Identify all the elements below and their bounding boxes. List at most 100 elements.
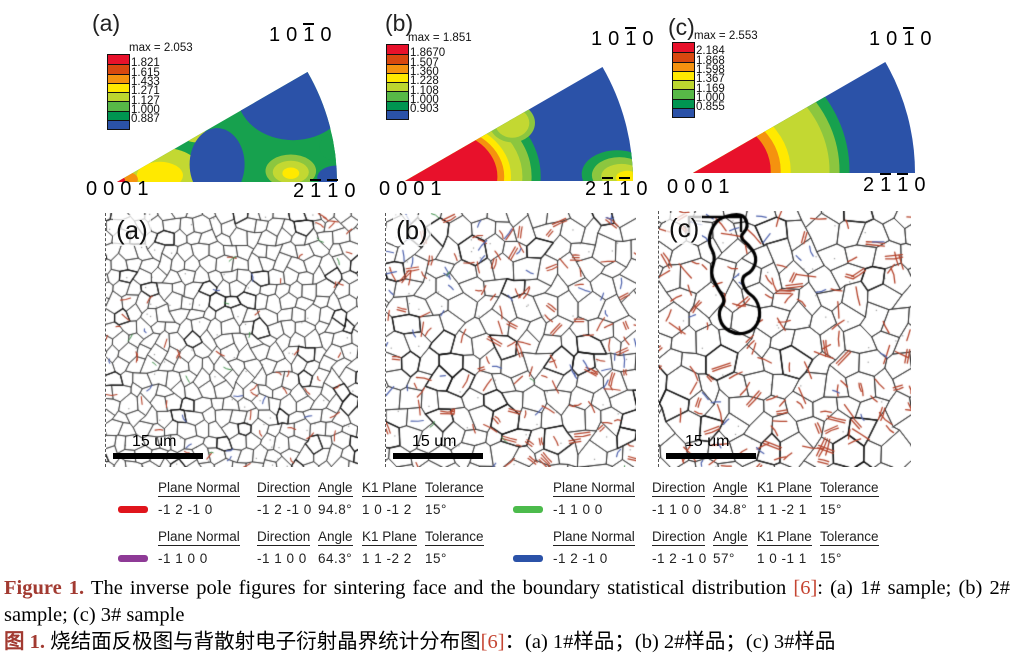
column-header-text: Direction xyxy=(257,529,311,546)
ebsd-map-panel-c: (c) 15 um xyxy=(658,211,911,467)
legend-max-label: max = 2.053 xyxy=(129,42,193,54)
column-header: K1 Plane xyxy=(757,528,820,546)
boundary-table-header-row: Plane Normal Direction Angle K1 Plane Tolera… xyxy=(503,477,879,497)
legend-value: 1.000 xyxy=(131,103,160,116)
ebsd-map-panel-a: (a) 15 um xyxy=(105,213,358,467)
miller-digit: 1 xyxy=(869,28,881,50)
pole-figure-panel-a: (a) max = 2.053 1.821 1.615 1.433 1.271 1.12… xyxy=(85,8,356,208)
sector-contours xyxy=(117,72,337,182)
column-header: Angle xyxy=(318,479,362,497)
colorbar xyxy=(386,44,409,121)
caption-reference: [6] xyxy=(480,631,505,653)
colorbar xyxy=(672,42,695,119)
colorbar-band xyxy=(108,82,129,93)
scale-bar xyxy=(113,453,203,459)
boundary-table-group: Plane Normal Direction Angle K1 Plane Tolera… xyxy=(503,526,879,566)
column-header-text: K1 Plane xyxy=(757,480,812,497)
colorbar-band xyxy=(108,110,129,121)
colorbar-band xyxy=(108,92,129,102)
colorbar-band xyxy=(108,120,129,130)
column-header-text: Angle xyxy=(713,529,748,546)
colorbar-band xyxy=(387,54,408,64)
miller-digit: 0 xyxy=(914,174,926,196)
column-header-text: Tolerance xyxy=(820,480,879,497)
colorbar-band xyxy=(387,100,408,111)
legend-value: 0.855 xyxy=(696,101,725,114)
panel-label: (c) xyxy=(668,14,695,40)
table-value: -1 1 0 0 xyxy=(257,551,307,566)
caption-english: Figure 1. The inverse pole figures for s… xyxy=(4,575,1010,629)
colorbar-band xyxy=(387,91,408,101)
column-header: K1 Plane xyxy=(757,479,820,497)
inverse-pole-figure-a xyxy=(117,72,337,182)
column-header-text: Direction xyxy=(652,480,706,497)
column-header: Tolerance xyxy=(820,528,879,546)
miller-digit: 0 xyxy=(379,178,391,200)
boundary-table-group: Plane Normal Direction Angle K1 Plane Tolera… xyxy=(108,477,484,517)
miller-digit: 1 xyxy=(137,178,149,200)
column-header: K1 Plane xyxy=(362,528,425,546)
column-header: Angle xyxy=(713,479,757,497)
column-header-text: K1 Plane xyxy=(757,529,812,546)
legend-value: 2.184 xyxy=(696,45,725,58)
miller-digit: 1 xyxy=(718,176,730,198)
legend-value: 1.228 xyxy=(410,75,439,88)
boundary-color-swatch xyxy=(118,555,148,562)
boundary-table-value-row: -1 2 -1 0 -1 2 -1 0 94.8° 1 0 -1 2 15° xyxy=(108,497,483,517)
miller-digit: 0 xyxy=(636,178,648,200)
colorbar xyxy=(107,54,130,131)
miller-digit: 2 xyxy=(585,178,597,200)
legend-value: 1.000 xyxy=(410,93,439,106)
miller-digit: 0 xyxy=(608,28,620,50)
miller-digit: 0 xyxy=(344,180,356,202)
boundary-color-swatch xyxy=(513,506,543,513)
table-value: 34.8° xyxy=(713,502,748,517)
boundary-table-group: Plane Normal Direction Angle K1 Plane Tolera… xyxy=(108,526,484,566)
colorbar-band xyxy=(673,43,694,53)
inverse-pole-figure-c xyxy=(693,62,915,173)
miller-digit: 0 xyxy=(103,178,115,200)
column-header: Plane Normal xyxy=(158,528,257,546)
table-value: 1 0 -1 1 xyxy=(757,551,807,566)
caption-label: Figure 1. xyxy=(4,577,85,599)
legend-value: 1.821 xyxy=(131,57,160,70)
miller-digit: 1 xyxy=(310,179,322,202)
column-header: Direction xyxy=(652,528,713,546)
column-header: Tolerance xyxy=(425,528,484,546)
caption-text: 烧结面反极图与背散射电子衍射晶界统计分布图 xyxy=(45,631,481,653)
colorbar-band xyxy=(108,101,129,111)
colorbar-band xyxy=(673,108,694,118)
miller-digit: 0 xyxy=(701,176,713,198)
ebsd-grain-map xyxy=(385,213,636,467)
colorbar-band xyxy=(108,64,129,74)
scale-bar-label: 15 um xyxy=(685,433,730,450)
colorbar-band xyxy=(387,110,408,120)
swatch-cell xyxy=(503,506,553,517)
colorbar-legend: max = 2.553 2.184 1.868 1.598 1.367 1.169 1.0… xyxy=(672,30,782,125)
boundary-color-swatch xyxy=(513,555,543,562)
legend-value: 1.271 xyxy=(131,85,160,98)
table-value: -1 2 -1 0 xyxy=(158,502,213,517)
boundary-table-value-row: -1 1 0 0 -1 1 0 0 34.8° 1 1 -2 1 15° xyxy=(503,497,878,517)
miller-digit: 0 xyxy=(413,178,425,200)
legend-value: 1.000 xyxy=(696,91,725,104)
table-value: -1 2 -1 0 xyxy=(652,551,707,566)
panel-label: (b) xyxy=(385,10,414,36)
miller-digit: 0 xyxy=(684,176,696,198)
table-value: -1 1 0 0 xyxy=(652,502,702,517)
table-value: -1 1 0 0 xyxy=(553,502,603,517)
caption-chinese: 图 1. 烧结面反极图与背散射电子衍射晶界统计分布图[6]：(a) 1#样品；(… xyxy=(4,629,1010,656)
miller-digit: 1 xyxy=(602,177,614,200)
miller-digit: 1 xyxy=(591,28,603,50)
contour-region xyxy=(236,72,337,141)
figure-caption: Figure 1. The inverse pole figures for s… xyxy=(4,575,1010,656)
contour-region xyxy=(282,167,300,179)
table-value: 1 1 -2 1 xyxy=(757,502,807,517)
miller-digit: 0 xyxy=(667,176,679,198)
